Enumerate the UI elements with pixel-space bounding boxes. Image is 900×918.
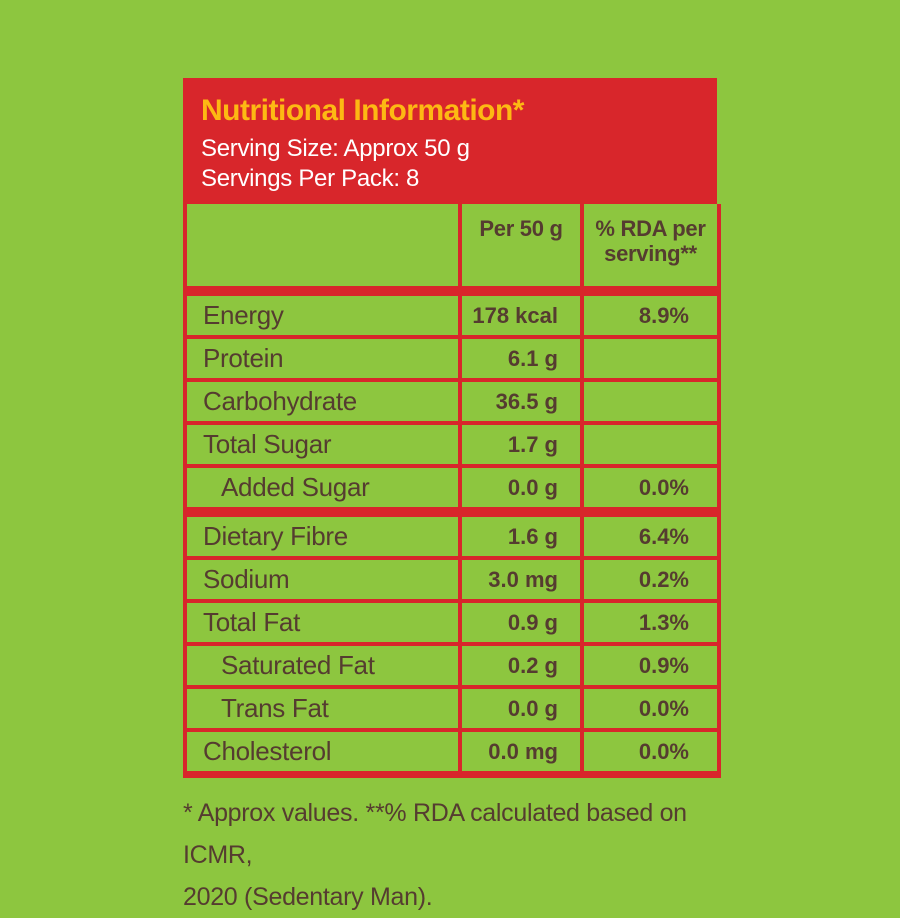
per-50g-value: 1.6 g (458, 507, 584, 560)
rda-per-serving-value (580, 421, 721, 468)
nutrient-label: Added Sugar (183, 464, 462, 514)
footnote: * Approx values. **% RDA calculated base… (183, 792, 717, 918)
nutrient-label: Dietary Fibre (183, 507, 462, 560)
nutrient-label: Trans Fat (183, 685, 462, 732)
table-header-row: Per 50 g % RDA per serving** (183, 204, 721, 296)
per-50g-value: 6.1 g (458, 335, 584, 382)
column-header-blank (183, 204, 462, 296)
rda-per-serving-value: 1.3% (580, 599, 721, 646)
nutrient-label: Cholesterol (183, 728, 462, 778)
per-50g-value: 0.9 g (458, 599, 584, 646)
nutrition-table: Per 50 g % RDA per serving** Energy 178 k… (183, 204, 721, 778)
table-row: Cholesterol 0.0 mg 0.0% (183, 728, 721, 778)
nutrient-label: Saturated Fat (183, 642, 462, 689)
label-header: Nutritional Information* Serving Size: A… (183, 78, 717, 204)
per-50g-value: 3.0 mg (458, 556, 584, 603)
table-row: Total Sugar 1.7 g (183, 421, 721, 468)
rda-per-serving-value: 8.9% (580, 289, 721, 339)
per-50g-value: 0.0 g (458, 464, 584, 514)
footnote-line-2: 2020 (Sedentary Man). (183, 883, 433, 911)
per-50g-value: 178 kcal (458, 289, 584, 339)
table-row: Protein 6.1 g (183, 335, 721, 382)
rda-per-serving-value: 0.9% (580, 642, 721, 689)
rda-per-serving-value (580, 378, 721, 425)
table-row: Total Fat 0.9 g 1.3% (183, 599, 721, 646)
rda-per-serving-value: 0.2% (580, 556, 721, 603)
nutrient-label: Energy (183, 289, 462, 339)
rda-per-serving-value: 0.0% (580, 464, 721, 514)
table-row: Sodium 3.0 mg 0.2% (183, 556, 721, 603)
nutrient-label: Total Sugar (183, 421, 462, 468)
nutrient-label: Sodium (183, 556, 462, 603)
per-50g-value: 0.2 g (458, 642, 584, 689)
rda-per-serving-value: 0.0% (580, 685, 721, 732)
rda-per-serving-value (580, 335, 721, 382)
table-row: Trans Fat 0.0 g 0.0% (183, 685, 721, 732)
serving-size-text: Serving Size: Approx 50 g (201, 135, 470, 162)
rda-per-serving-value: 0.0% (580, 728, 721, 778)
table-row: Added Sugar 0.0 g 0.0% (183, 464, 721, 514)
per-50g-value: 36.5 g (458, 378, 584, 425)
per-50g-value: 1.7 g (458, 421, 584, 468)
label-title: Nutritional Information* (201, 94, 524, 127)
nutrient-label: Protein (183, 335, 462, 382)
servings-per-pack-text: Servings Per Pack: 8 (201, 165, 420, 192)
column-header-per-50g: Per 50 g (458, 204, 584, 296)
nutrition-table-body: Energy 178 kcal 8.9% Protein 6.1 g Carbohydra… (183, 289, 721, 778)
nutrition-label-panel: Nutritional Information* Serving Size: A… (183, 78, 721, 918)
nutrient-label: Total Fat (183, 599, 462, 646)
column-header-rda-per-serving: % RDA per serving** (580, 204, 721, 296)
table-row: Carbohydrate 36.5 g (183, 378, 721, 425)
table-row: Dietary Fibre 1.6 g 6.4% (183, 507, 721, 560)
footnote-line-1: * Approx values. **% RDA calculated base… (183, 799, 687, 869)
nutrient-label: Carbohydrate (183, 378, 462, 425)
table-row: Saturated Fat 0.2 g 0.9% (183, 642, 721, 689)
rda-per-serving-value: 6.4% (580, 507, 721, 560)
per-50g-value: 0.0 g (458, 685, 584, 732)
table-row: Energy 178 kcal 8.9% (183, 289, 721, 339)
per-50g-value: 0.0 mg (458, 728, 584, 778)
